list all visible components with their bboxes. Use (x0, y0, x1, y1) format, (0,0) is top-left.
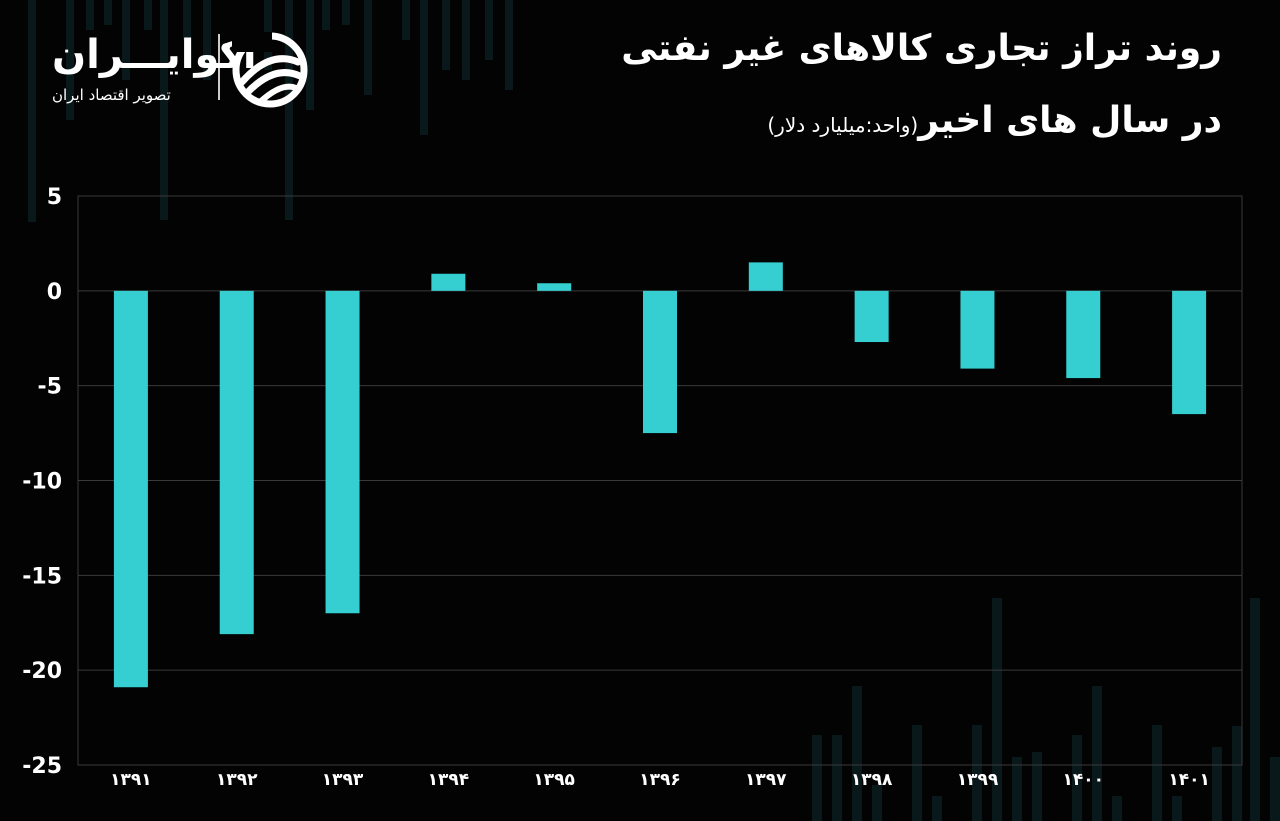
brand-tagline: تصویر اقتصاد ایران (52, 86, 171, 104)
decorative-bar (485, 0, 493, 60)
brand-divider (218, 34, 220, 100)
decorative-bar (342, 0, 350, 25)
y-tick-label: -15 (22, 564, 62, 589)
decorative-bar (932, 796, 942, 821)
y-tick-label: 5 (47, 185, 62, 210)
decorative-bar (285, 0, 293, 220)
bar-6 (643, 290, 677, 434)
decorative-bar (420, 0, 428, 135)
decorative-bar (104, 0, 112, 25)
decorative-bar (972, 725, 982, 821)
bar-8 (854, 290, 889, 343)
decorative-bar (1012, 757, 1022, 821)
decorative-bar (160, 0, 168, 220)
decorative-bar (364, 0, 372, 95)
decorative-bar (872, 785, 882, 821)
bar-9 (960, 290, 995, 369)
x-tick-label: ۱۳۹۲ (216, 770, 258, 790)
bar-11 (1172, 290, 1207, 415)
chart-unit-label: (واحد:میلیارد دلار) (767, 113, 919, 137)
decorative-bar (66, 0, 74, 120)
decorative-bar (442, 0, 450, 70)
chart-title-line2: در سال های اخیر(واحد:میلیارد دلار) (767, 100, 1222, 141)
x-tick-label: ۱۳۹۳ (322, 770, 364, 790)
x-tick-label: ۱۴۰۰ (1063, 770, 1105, 790)
x-tick-label: ۱۳۹۷ (745, 770, 787, 790)
decorative-bar (144, 0, 152, 30)
decorative-bar (183, 0, 191, 40)
decorative-bar (812, 735, 822, 821)
decorative-bar (203, 0, 211, 80)
x-tick-label: ۱۳۹۸ (851, 770, 893, 790)
x-tick-label: ۱۴۰۱ (1168, 770, 1210, 790)
y-tick-label: -10 (22, 470, 62, 495)
decorative-bar (86, 0, 94, 30)
y-tick-label: -5 (38, 375, 62, 400)
decorative-bar (1092, 686, 1102, 821)
decorative-bar (462, 0, 470, 80)
decorative-bar (1232, 726, 1242, 821)
x-tick-label: ۱۳۹۶ (639, 770, 681, 790)
x-tick-label: ۱۳۹۱ (110, 770, 152, 790)
decorative-bar (122, 0, 130, 80)
brand-name: اکوایـــران (52, 32, 257, 78)
decorative-bar (1152, 725, 1162, 821)
decorative-bar (1072, 735, 1082, 821)
decorative-bar (832, 735, 842, 821)
bar-7 (748, 262, 783, 291)
decorative-bar (992, 598, 1002, 821)
decorative-bar (28, 0, 36, 222)
decorative-bar (852, 686, 862, 821)
x-tick-label: ۱۳۹۴ (428, 770, 470, 790)
decorative-bar (322, 0, 330, 30)
decorative-bar (1172, 796, 1182, 821)
y-tick-label: -20 (22, 659, 62, 684)
bar-2 (219, 290, 254, 635)
brand-logo: اکوایـــران تصویر اقتصاد ایران (48, 30, 313, 110)
decorative-bar (1112, 796, 1122, 821)
bar-5 (537, 283, 572, 291)
decorative-bar (402, 0, 410, 40)
bar-4 (431, 273, 466, 291)
y-tick-label: -25 (22, 754, 62, 779)
decorative-bar (505, 0, 513, 90)
bar-3 (325, 290, 360, 614)
chart-title-line2-text: در سال های اخیر (918, 100, 1222, 141)
x-tick-label: ۱۳۹۹ (957, 770, 999, 790)
decorative-bar (1212, 747, 1222, 821)
x-tick-label: ۱۳۹۵ (533, 770, 575, 790)
decorative-bar (912, 725, 922, 821)
bar-1 (113, 290, 148, 688)
decorative-bar (1270, 757, 1280, 821)
bar-10 (1066, 290, 1101, 379)
decorative-bar (1250, 598, 1260, 821)
decorative-bar (1032, 752, 1042, 821)
y-tick-label: 0 (47, 280, 62, 305)
decorative-bar (306, 0, 314, 110)
brand-mark-icon (232, 32, 308, 108)
chart-title-line1: روند تراز تجاری کالاهای غیر نفتی (621, 28, 1222, 69)
